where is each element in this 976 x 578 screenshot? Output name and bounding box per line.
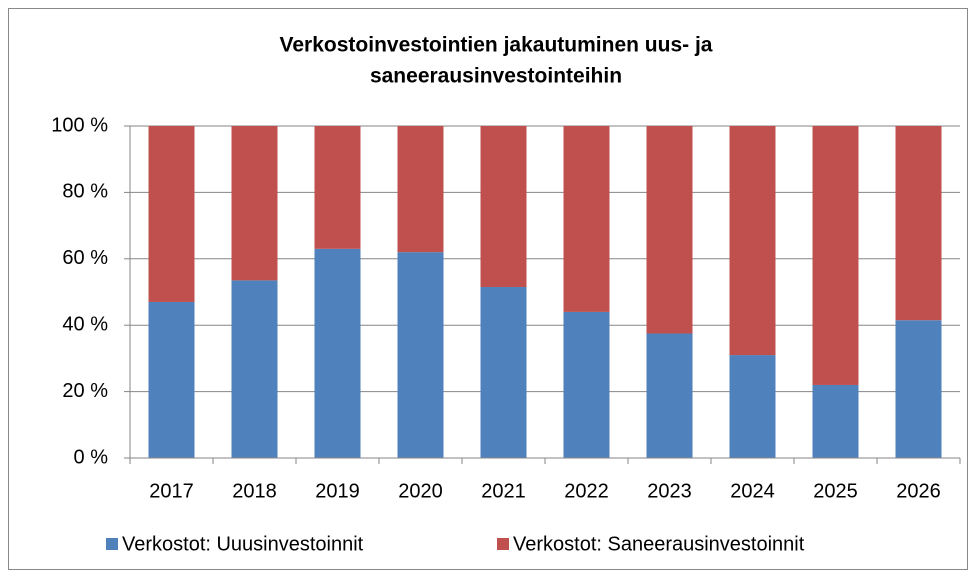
- bar-segment: [314, 248, 361, 458]
- x-tick-label: 2025: [813, 480, 858, 502]
- y-tick-label: 100 %: [51, 114, 108, 136]
- y-tick-label: 60 %: [62, 247, 108, 269]
- bar-segment: [231, 280, 278, 458]
- legend-swatch: [497, 538, 509, 550]
- bar-segment: [895, 126, 942, 321]
- bar-segment: [148, 126, 195, 302]
- x-tick-label: 2021: [481, 480, 526, 502]
- bar-segment: [729, 126, 776, 356]
- bar-segment: [397, 126, 444, 253]
- chart-title: saneerausinvestointeihin: [370, 65, 622, 88]
- bar-segment: [480, 287, 527, 458]
- x-tick-label: 2022: [564, 480, 609, 502]
- bar-segment: [729, 355, 776, 458]
- x-tick-label: 2020: [398, 480, 443, 502]
- chart-title: Verkostoinvestointien jakautuminen uus- …: [280, 34, 713, 57]
- x-tick-label: 2017: [149, 480, 194, 502]
- bar-segment: [314, 126, 361, 249]
- y-tick-label: 80 %: [62, 181, 108, 203]
- y-tick-label: 0 %: [74, 446, 109, 468]
- bar-segment: [480, 126, 527, 288]
- y-tick-label: 20 %: [62, 380, 108, 402]
- bar-segment: [646, 126, 693, 334]
- x-tick-label: 2023: [647, 480, 692, 502]
- bar-segment: [563, 311, 610, 458]
- y-tick-label: 40 %: [62, 313, 108, 335]
- x-tick-label: 2024: [730, 480, 775, 502]
- x-tick-label: 2026: [896, 480, 941, 502]
- legend-label: Verkostot: Saneerausinvestoinnit: [513, 533, 805, 555]
- bar-segment: [563, 126, 610, 312]
- legend-label: Verkostot: Uuusinvestoinnit: [122, 533, 364, 555]
- bar-segment: [231, 126, 278, 281]
- bar-segment: [397, 252, 444, 458]
- bar-segment: [646, 333, 693, 458]
- bar-segment: [812, 384, 859, 458]
- bar-segment: [812, 126, 859, 385]
- bar-segment: [148, 301, 195, 458]
- x-tick-label: 2018: [232, 480, 277, 502]
- x-tick-label: 2019: [315, 480, 360, 502]
- legend-swatch: [106, 538, 118, 550]
- bar-segment: [895, 320, 942, 458]
